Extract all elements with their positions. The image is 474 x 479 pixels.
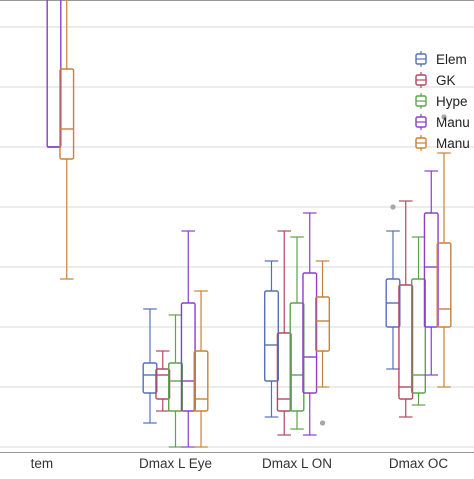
box-manu xyxy=(59,0,75,280)
box-iqr xyxy=(315,296,331,352)
box-manu xyxy=(180,230,196,448)
box-manu xyxy=(423,170,439,376)
box-iqr xyxy=(193,350,209,412)
x-tick-label: Dmax L ON xyxy=(262,456,332,471)
box-gk xyxy=(276,230,292,436)
box-iqr xyxy=(46,0,62,148)
legend-label: Manu xyxy=(436,136,470,151)
box-outlier xyxy=(441,114,447,120)
box-outlier xyxy=(319,420,326,426)
legend-item: Hype xyxy=(415,93,468,109)
grid-layer xyxy=(0,0,474,448)
box-manu xyxy=(436,114,452,388)
box-manu xyxy=(302,212,318,436)
legend-item: Elem xyxy=(415,51,467,67)
legend-item: Manu xyxy=(415,135,470,151)
x-tick-label: tem xyxy=(31,456,54,471)
box-hype xyxy=(289,236,305,430)
legend-item: GK xyxy=(415,72,456,88)
box-iqr xyxy=(155,368,171,400)
box-iqr xyxy=(398,284,414,400)
box-elem xyxy=(263,260,279,418)
box-iqr xyxy=(436,242,452,328)
box-iqr xyxy=(180,302,196,412)
box-iqr xyxy=(167,362,183,412)
box-iqr xyxy=(142,362,158,394)
box-manu xyxy=(315,260,331,426)
legend-label: GK xyxy=(436,73,456,88)
legend-label: Hype xyxy=(436,94,468,109)
box-gk xyxy=(155,350,171,412)
box-manu xyxy=(193,290,209,448)
box-manu xyxy=(46,0,62,148)
x-tick-label: Dmax OC xyxy=(389,456,449,471)
box-outlier xyxy=(390,204,396,210)
box-iqr xyxy=(276,332,292,412)
box-elem xyxy=(385,204,401,370)
box-elem xyxy=(142,308,158,424)
box-iqr xyxy=(263,290,279,382)
x-tick-label: Dmax L Eye xyxy=(139,456,212,471)
legend-label: Manu xyxy=(436,115,470,130)
box-iqr xyxy=(289,302,305,412)
box-hype xyxy=(167,314,183,448)
legend: Elem GK Hype Manu Manu xyxy=(415,51,470,151)
box-iqr xyxy=(59,68,75,160)
box-iqr xyxy=(411,278,427,394)
box-layer xyxy=(46,0,452,448)
box-gk xyxy=(398,200,414,418)
legend-label: Elem xyxy=(436,52,467,67)
box-iqr xyxy=(302,272,318,394)
legend-item: Manu xyxy=(415,114,470,130)
box-hype xyxy=(411,236,427,406)
box-iqr xyxy=(423,212,439,328)
